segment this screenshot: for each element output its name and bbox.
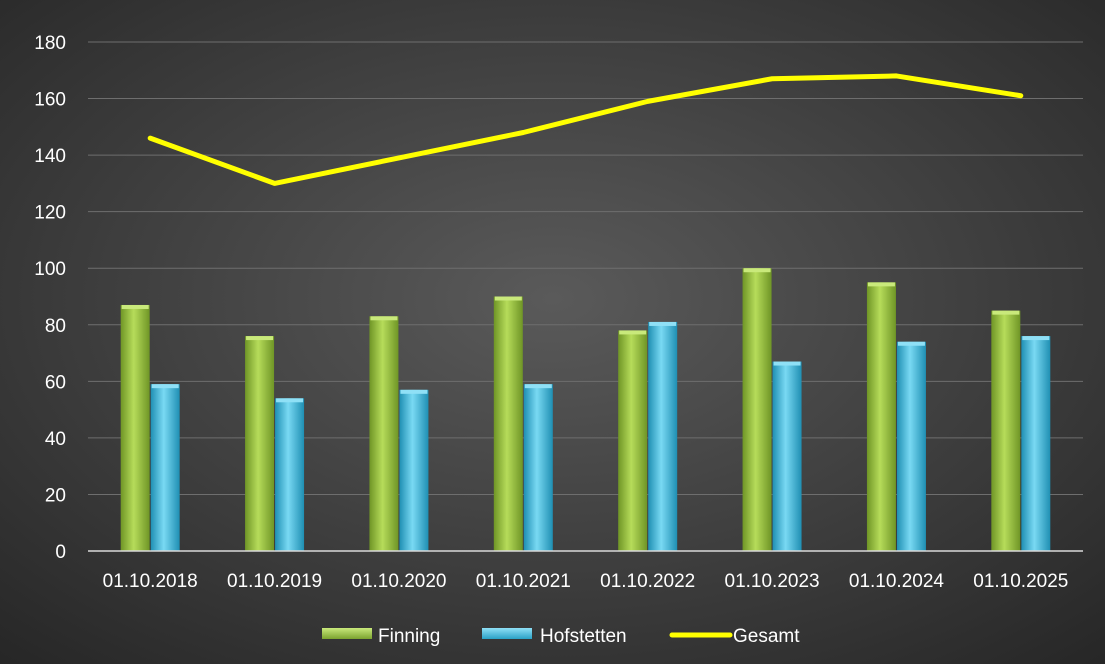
bar-cap-hofstetten <box>400 390 427 394</box>
bar-body-finning <box>494 297 523 552</box>
bar-body-hofstetten <box>275 398 304 551</box>
x-tick-label: 01.10.2022 <box>600 571 695 592</box>
bar-cap-hofstetten <box>1022 336 1049 340</box>
y-tick-label: 60 <box>45 372 66 393</box>
bar-body-hofstetten <box>151 384 180 551</box>
bar-body-finning <box>121 305 150 551</box>
bar-cap-hofstetten <box>774 362 801 366</box>
bar-cap-hofstetten <box>898 342 925 346</box>
bar-cap-hofstetten <box>276 398 303 402</box>
bar-finning <box>494 297 523 552</box>
bar-finning <box>369 316 398 551</box>
bar-finning <box>991 311 1020 551</box>
bar-cap-finning <box>744 268 771 272</box>
bar-hofstetten <box>275 398 304 551</box>
bar-body-finning <box>245 336 274 551</box>
bar-cap-finning <box>868 282 895 286</box>
x-tick-label: 01.10.2018 <box>103 571 198 592</box>
bar-hofstetten <box>1021 336 1050 551</box>
bar-finning <box>618 330 647 551</box>
bar-body-hofstetten <box>399 390 428 551</box>
bar-cap-hofstetten <box>525 384 552 388</box>
y-tick-label: 40 <box>45 429 66 450</box>
y-tick-label: 100 <box>34 259 66 280</box>
bar-body-finning <box>743 268 772 551</box>
bar-cap-finning <box>122 305 149 309</box>
legend-label-hofstetten: Hofstetten <box>540 626 627 647</box>
legend-label-finning: Finning <box>378 626 440 647</box>
bar-hofstetten <box>773 362 802 551</box>
bar-body-hofstetten <box>897 342 926 551</box>
bar-hofstetten <box>524 384 553 551</box>
bar-body-finning <box>618 330 647 551</box>
x-tick-label: 01.10.2019 <box>227 571 322 592</box>
bar-cap-finning <box>495 297 522 301</box>
y-tick-label: 0 <box>55 542 66 563</box>
bar-body-finning <box>369 316 398 551</box>
bar-cap-finning <box>992 311 1019 315</box>
y-tick-label: 20 <box>45 485 66 506</box>
x-tick-label: 01.10.2024 <box>849 571 945 592</box>
bar-finning <box>121 305 150 551</box>
bar-cap-finning <box>246 336 273 340</box>
x-tick-label: 01.10.2020 <box>351 571 446 592</box>
legend-swatch-finning <box>322 628 372 639</box>
bar-body-hofstetten <box>1021 336 1050 551</box>
bar-cap-hofstetten <box>152 384 179 388</box>
bar-body-finning <box>991 311 1020 551</box>
bar-body-hofstetten <box>524 384 553 551</box>
bar-hofstetten <box>399 390 428 551</box>
bar-body-finning <box>867 282 896 551</box>
y-tick-label: 140 <box>34 146 66 167</box>
bar-hofstetten <box>151 384 180 551</box>
y-tick-label: 80 <box>45 316 66 337</box>
legend-swatch-hofstetten <box>482 628 532 639</box>
legend-label-gesamt: Gesamt <box>733 626 800 647</box>
bar-cap-finning <box>619 330 646 334</box>
bar-cap-finning <box>370 316 397 320</box>
bar-body-hofstetten <box>648 322 677 551</box>
y-tick-label: 180 <box>34 33 66 54</box>
bar-hofstetten <box>648 322 677 551</box>
bar-finning <box>245 336 274 551</box>
bar-finning <box>867 282 896 551</box>
y-tick-label: 160 <box>34 90 66 111</box>
x-tick-label: 01.10.2021 <box>476 571 571 592</box>
bar-finning <box>743 268 772 551</box>
y-tick-label: 120 <box>34 203 66 224</box>
bar-hofstetten <box>897 342 926 551</box>
x-tick-label: 01.10.2025 <box>973 571 1068 592</box>
bar-body-hofstetten <box>773 362 802 551</box>
bar-cap-hofstetten <box>649 322 676 326</box>
x-tick-label: 01.10.2023 <box>725 571 820 592</box>
